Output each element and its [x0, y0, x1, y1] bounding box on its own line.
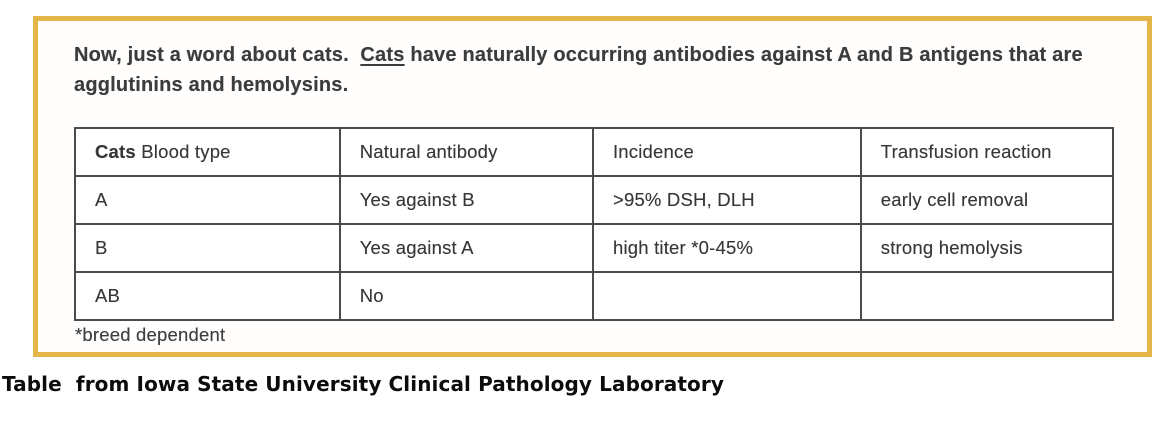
- header-transfusion-reaction: Transfusion reaction: [859, 127, 1115, 177]
- cell-incidence: high titer *0-45%: [591, 223, 862, 273]
- header-cats-blood-type: Cats Blood type: [74, 127, 341, 177]
- table-row-type-ab: AB No: [74, 271, 1115, 321]
- table-body: A Yes against B >95% DSH, DLH early cell…: [74, 175, 1115, 321]
- header-rest-word: Blood type: [135, 141, 231, 162]
- cell-transfusion-reaction: early cell removal: [859, 175, 1115, 225]
- highlight-box: Now, just a word about cats. Cats have n…: [33, 16, 1152, 357]
- cell-transfusion-reaction: strong hemolysis: [859, 223, 1115, 273]
- table-header: Cats Blood type Natural antibody Inciden…: [74, 127, 1115, 177]
- cell-incidence: >95% DSH, DLH: [591, 175, 862, 225]
- header-natural-antibody: Natural antibody: [338, 127, 594, 177]
- cell-blood-type: A: [74, 175, 341, 225]
- cat-blood-type-table: Cats Blood type Natural antibody Inciden…: [74, 127, 1115, 321]
- cell-transfusion-reaction: [859, 271, 1115, 321]
- cell-natural-antibody: Yes against A: [338, 223, 594, 273]
- header-row: Cats Blood type Natural antibody Inciden…: [74, 127, 1115, 177]
- table-row-type-b: B Yes against A high titer *0-45% strong…: [74, 223, 1115, 273]
- cell-blood-type: AB: [74, 271, 341, 321]
- cell-natural-antibody: No: [338, 271, 594, 321]
- table-source-caption: Table from Iowa State University Clinica…: [2, 372, 724, 396]
- cell-incidence: [591, 271, 862, 321]
- intro-text-after: have naturally occurring antibodies agai…: [74, 44, 1089, 96]
- header-bold-word: Cats: [95, 141, 136, 162]
- cell-natural-antibody: Yes against B: [338, 175, 594, 225]
- table-row-type-a: A Yes against B >95% DSH, DLH early cell…: [74, 175, 1115, 225]
- intro-underlined-word: Cats: [360, 44, 405, 66]
- intro-paragraph: Now, just a word about cats. Cats have n…: [74, 40, 1109, 100]
- header-incidence: Incidence: [591, 127, 862, 177]
- intro-text-before: Now, just a word about cats.: [74, 44, 361, 66]
- table-footnote: *breed dependent: [75, 324, 226, 345]
- cell-blood-type: B: [74, 223, 341, 273]
